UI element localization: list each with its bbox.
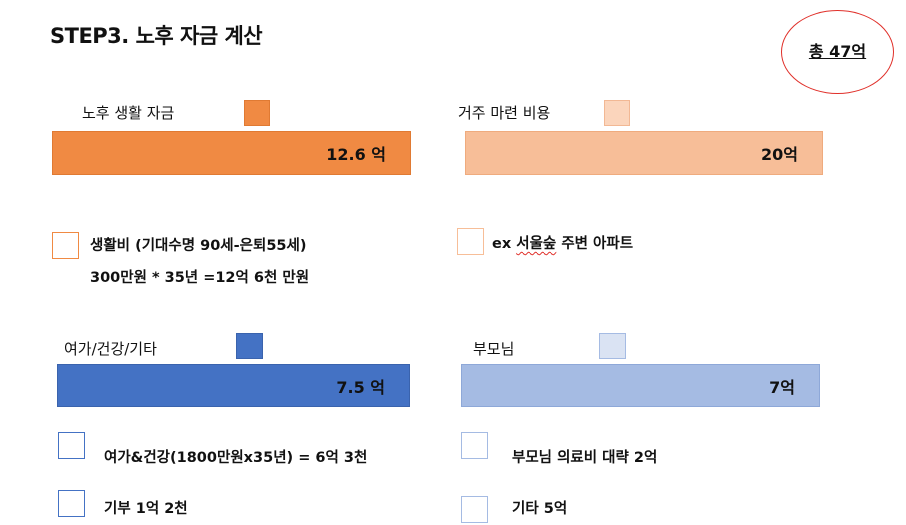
page-title: STEP3. 노후 자금 계산 bbox=[50, 24, 263, 48]
living-note-box bbox=[52, 232, 79, 259]
leisure-note-2: 기부 1억 2천 bbox=[104, 501, 188, 517]
leisure-note-1: 여가&건강(1800만원x35년) = 6억 3천 bbox=[104, 450, 368, 466]
housing-note-box bbox=[457, 228, 484, 255]
housing-value: 20억 bbox=[761, 145, 798, 164]
housing-note: ex 서울숲 주변 아파트 bbox=[492, 232, 633, 253]
housing-note-prefix: ex bbox=[492, 236, 517, 252]
living-value: 12.6 억 bbox=[326, 145, 386, 164]
living-bar: 12.6 억 bbox=[52, 131, 411, 175]
housing-note-place: 서울숲 bbox=[516, 236, 557, 252]
leisure-value: 7.5 억 bbox=[336, 377, 385, 397]
living-swatch bbox=[244, 100, 270, 126]
housing-bar: 20억 bbox=[465, 131, 823, 175]
leisure-swatch bbox=[236, 333, 263, 359]
parents-note-box-1 bbox=[461, 432, 488, 459]
parents-note-box-2 bbox=[461, 496, 488, 523]
leisure-label: 여가/건강/기타 bbox=[64, 340, 157, 358]
living-note-2: 300만원 * 35년 =12억 6천 만원 bbox=[90, 270, 310, 286]
parents-label: 부모님 bbox=[473, 340, 515, 358]
living-label: 노후 생활 자금 bbox=[82, 104, 175, 122]
parents-note-2: 기타 5억 bbox=[512, 501, 568, 517]
leisure-note-box-2 bbox=[58, 490, 85, 517]
total-circle: 총 47억 bbox=[781, 10, 894, 94]
parents-bar: 7억 bbox=[461, 364, 820, 407]
leisure-bar: 7.5 억 bbox=[57, 364, 410, 407]
housing-swatch bbox=[604, 100, 630, 126]
parents-swatch bbox=[599, 333, 626, 359]
living-note-1: 생활비 (기대수명 90세-은퇴55세) bbox=[90, 238, 307, 254]
housing-label: 거주 마련 비용 bbox=[458, 104, 551, 122]
parents-value: 7억 bbox=[769, 377, 795, 397]
total-amount: 총 47억 bbox=[808, 42, 867, 61]
parents-note-1: 부모님 의료비 대략 2억 bbox=[512, 450, 658, 466]
housing-note-suffix: 주변 아파트 bbox=[556, 236, 634, 252]
leisure-note-box-1 bbox=[58, 432, 85, 459]
